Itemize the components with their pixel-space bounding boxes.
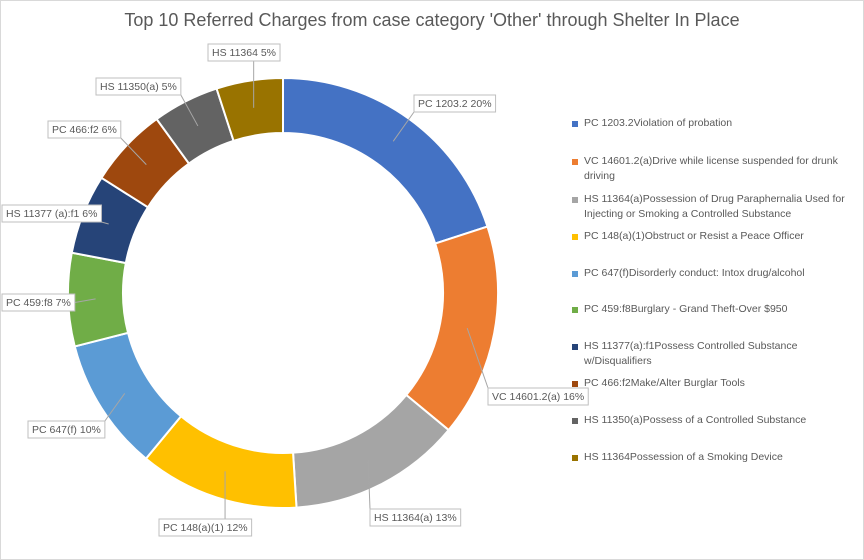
- legend-label: PC 148(a)(1)Obstruct or Resist a Peace O…: [584, 230, 804, 242]
- leader-line-7: [120, 137, 147, 165]
- legend-label: VC 14601.2(a)Drive while license suspend…: [584, 155, 838, 182]
- data-label-box-6: [1, 204, 102, 223]
- leader-line-0: [392, 111, 415, 142]
- legend-swatch: [572, 233, 578, 240]
- chart-title: Top 10 Referred Charges from case catego…: [124, 10, 740, 30]
- legend-swatch: [572, 380, 578, 387]
- data-label-4: PC 647(f) 10%: [32, 424, 101, 436]
- legend-swatch: [572, 343, 578, 350]
- legend-label: HS 11364Possession of a Smoking Device: [584, 451, 783, 463]
- legend-item: VC 14601.2(a)Drive while license suspend…: [572, 154, 856, 184]
- data-label-box-4: [27, 420, 106, 439]
- data-label-box-1: [487, 387, 589, 406]
- leader-line-1: [466, 327, 489, 389]
- data-label-box-8: [95, 77, 182, 96]
- data-label-0: PC 1203.2 20%: [418, 98, 492, 110]
- slice-hs-11364-a-: [291, 393, 451, 509]
- legend-item: HS 11364Possession of a Smoking Device: [572, 450, 856, 465]
- data-label-box-0: [413, 94, 497, 113]
- data-label-3: PC 148(a)(1) 12%: [163, 522, 248, 534]
- legend-label: HS 11350(a)Possess of a Controlled Subst…: [584, 414, 807, 426]
- legend-swatch: [572, 196, 578, 203]
- leader-line-4: [104, 393, 126, 422]
- data-label-5: PC 459:f8 7%: [6, 297, 71, 309]
- leader-line-5: [74, 298, 96, 303]
- slice-pc-459-f8: [67, 251, 130, 348]
- legend-item: HS 11350(a)Possess of a Controlled Subst…: [572, 413, 856, 428]
- slice-vc-14601-2-a-: [404, 225, 499, 432]
- legend-swatch: [572, 158, 578, 165]
- legend-item: PC 459:f8Burglary - Grand Theft-Over $95…: [572, 302, 856, 317]
- legend-swatch: [572, 270, 578, 277]
- legend-item: HS 11364(a)Possession of Drug Parapherna…: [572, 192, 856, 222]
- data-label-box-3: [158, 518, 253, 537]
- data-label-box-5: [1, 293, 76, 312]
- data-label-2: HS 11364(a) 13%: [374, 512, 457, 524]
- leader-line-8: [180, 94, 199, 127]
- legend-item: PC 647(f)Disorderly conduct: Intox drug/…: [572, 266, 856, 281]
- data-label-9: HS 11364 5%: [212, 47, 276, 59]
- legend-item: HS 11377(a):f1Possess Controlled Substan…: [572, 339, 856, 369]
- data-label-6: HS 11377 (a):f1 6%: [6, 208, 97, 220]
- data-label-7: PC 466:f2 6%: [52, 124, 117, 136]
- leader-line-2: [367, 460, 371, 510]
- data-label-box-7: [47, 120, 122, 139]
- legend-label: PC 647(f)Disorderly conduct: Intox drug/…: [584, 267, 805, 279]
- legend-item: PC 1203.2Violation of probation: [572, 116, 856, 131]
- legend-swatch: [572, 120, 578, 127]
- legend-label: HS 11377(a):f1Possess Controlled Substan…: [584, 340, 798, 367]
- legend-label: PC 459:f8Burglary - Grand Theft-Over $95…: [584, 303, 788, 315]
- legend-swatch: [572, 454, 578, 461]
- legend-swatch: [572, 306, 578, 313]
- data-label-box-2: [369, 508, 462, 527]
- legend-label: PC 1203.2Violation of probation: [584, 117, 733, 129]
- legend-label: HS 11364(a)Possession of Drug Parapherna…: [584, 193, 845, 220]
- slice-hs-11364: [215, 76, 284, 143]
- data-label-box-9: [207, 43, 281, 62]
- leader-line-6: [101, 221, 109, 225]
- data-label-1: VC 14601.2(a) 16%: [492, 391, 584, 403]
- legend-label: PC 466:f2Make/Alter Burglar Tools: [584, 377, 745, 389]
- data-label-8: HS 11350(a) 5%: [100, 81, 177, 93]
- legend-swatch: [572, 417, 578, 424]
- legend-item: PC 148(a)(1)Obstruct or Resist a Peace O…: [572, 229, 856, 244]
- legend-item: PC 466:f2Make/Alter Burglar Tools: [572, 376, 856, 391]
